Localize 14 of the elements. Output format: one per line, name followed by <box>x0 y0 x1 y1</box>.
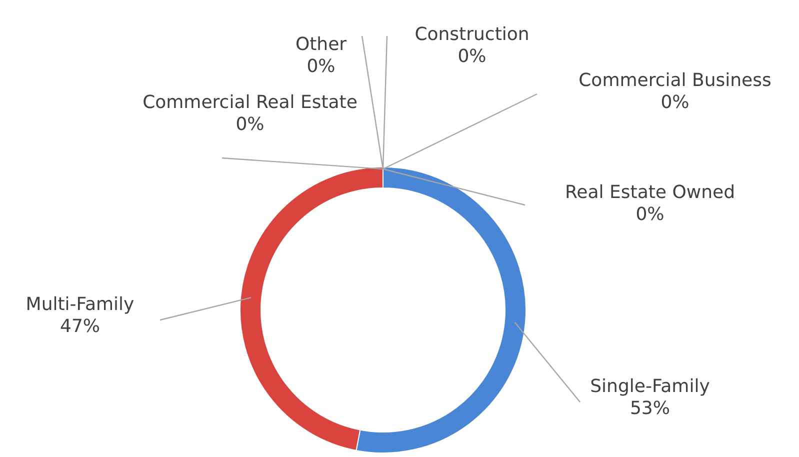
text: 0% <box>458 46 486 67</box>
category-label: Other <box>295 34 347 55</box>
slice-label: Multi-Family <box>26 294 135 315</box>
data-label: 53% <box>630 398 670 419</box>
slice-label: Single-Family <box>590 376 710 397</box>
data-label: 47% <box>60 316 100 337</box>
category-label: Commercial Business <box>578 70 772 91</box>
text: 0% <box>660 92 690 113</box>
text: 0% <box>636 204 664 225</box>
text: 0% <box>306 56 336 77</box>
category-label: Commercial Real Estate <box>142 92 358 113</box>
category-label: Real Estate Owned <box>564 182 736 203</box>
category-label: Construction <box>414 24 530 45</box>
text: 0% <box>236 114 264 135</box>
